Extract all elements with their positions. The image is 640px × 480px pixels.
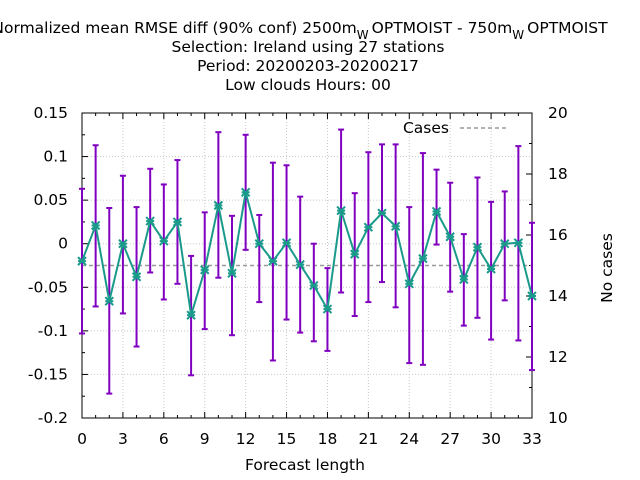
x-tick-label: 33	[522, 430, 542, 448]
y2-tick-label: 10	[548, 409, 568, 427]
x-tick-label: 3	[118, 430, 128, 448]
y2-tick-label: 18	[548, 165, 568, 183]
x-tick-label: 15	[277, 430, 297, 448]
data-point	[459, 274, 469, 285]
chart-title-line-2: Selection: Ireland using 27 stations	[172, 38, 445, 56]
x-tick-label: 21	[358, 430, 378, 448]
data-point	[90, 220, 101, 231]
data-point	[472, 242, 483, 252]
data-point	[159, 236, 169, 246]
data-point	[513, 238, 524, 248]
legend-label-cases: Cases	[403, 119, 449, 137]
y2-axis-label: No cases	[598, 233, 616, 303]
data-point	[445, 232, 455, 242]
data-point	[186, 310, 196, 320]
y-tick-label: -0.05	[28, 278, 68, 296]
data-point	[500, 239, 510, 249]
data-point	[77, 256, 87, 266]
chart-title-line-4: Low clouds Hours: 00	[225, 76, 391, 94]
title-subscript-1: W	[357, 28, 369, 42]
data-point	[268, 256, 278, 266]
data-point	[240, 187, 251, 198]
y-tick-label: -0.2	[38, 409, 68, 427]
data-point	[200, 265, 210, 275]
y2-tick-label: 14	[548, 287, 568, 305]
data-point	[363, 222, 374, 232]
data-point	[118, 239, 128, 249]
x-tick-label: 9	[200, 430, 210, 448]
data-point	[172, 217, 183, 227]
chart-title-line-3: Period: 20200203-20200217	[197, 57, 419, 75]
data-point	[486, 264, 496, 274]
x-tick-label: 18	[318, 430, 338, 448]
rmse-series	[77, 187, 537, 320]
data-point	[213, 200, 224, 211]
data-point	[309, 280, 319, 291]
data-point	[322, 304, 333, 314]
x-tick-label: 6	[159, 430, 169, 448]
data-point	[281, 238, 292, 248]
y2-tick-label: 16	[548, 226, 568, 244]
data-point	[431, 206, 442, 217]
chart-title-line-1: Normalized mean RMSE diff (90% conf) 250…	[0, 19, 608, 42]
error-bars	[79, 128, 535, 395]
y-tick-label: 0.1	[43, 148, 68, 166]
data-point	[350, 249, 360, 259]
x-axis-label: Forecast length	[245, 456, 365, 474]
data-point	[145, 216, 155, 226]
y-tick-label: -0.1	[38, 322, 68, 340]
data-point	[527, 291, 537, 301]
y2-tick-label: 20	[548, 104, 568, 122]
grid-lines	[82, 113, 532, 418]
x-tick-label: 12	[236, 430, 256, 448]
data-point	[295, 259, 305, 270]
y-tick-label: 0	[58, 235, 68, 253]
title-subscript-2: W	[512, 28, 524, 42]
data-point	[227, 268, 237, 279]
x-tick-label: 30	[481, 430, 501, 448]
data-point	[404, 279, 414, 289]
x-tick-label: 0	[77, 430, 87, 448]
data-point	[390, 221, 401, 231]
legend: Cases	[403, 119, 506, 137]
data-point	[377, 208, 387, 218]
x-tick-label: 24	[399, 430, 419, 448]
y-tick-label: -0.15	[28, 365, 68, 383]
data-point	[104, 296, 114, 306]
y-tick-label: 0.05	[33, 191, 68, 209]
y-tick-label: 0.15	[33, 104, 68, 122]
series-line	[81, 192, 533, 316]
y2-tick-label: 12	[548, 348, 568, 366]
tick-labels: 0 3 6 9 12 15 18 21 24 27 30 33 0.15 0.1 0.05 0 -0.05 -0.…	[28, 104, 568, 448]
data-point	[131, 272, 142, 282]
data-point	[336, 205, 346, 216]
data-point	[418, 253, 428, 264]
data-point	[254, 239, 264, 249]
x-tick-label: 27	[440, 430, 460, 448]
